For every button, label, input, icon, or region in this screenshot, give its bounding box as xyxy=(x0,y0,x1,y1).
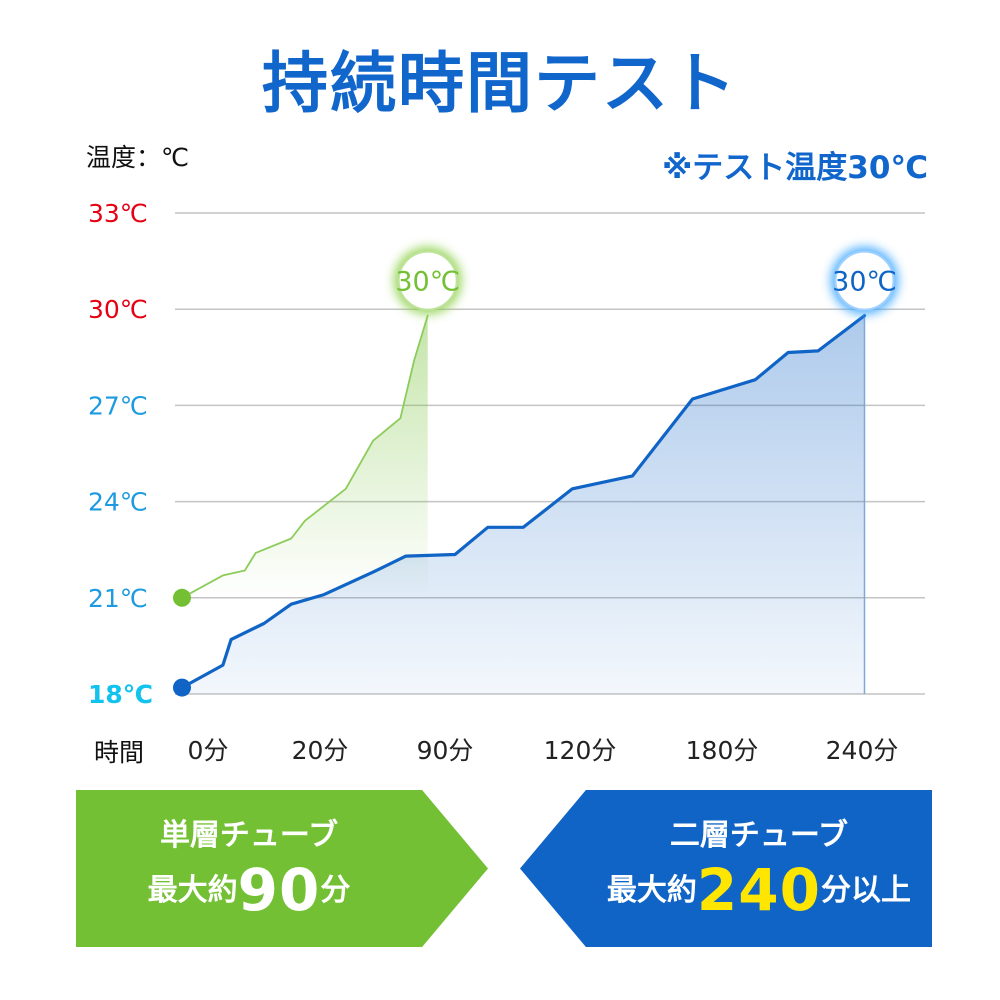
double-tube-name: 二層チューブ xyxy=(669,818,849,853)
single-tube-number: 90 xyxy=(237,856,321,924)
double-tube-suffix: 分以上 xyxy=(820,873,911,908)
double-line xyxy=(180,314,867,690)
double-bubble xyxy=(834,250,895,311)
single-tube-banner: 単層チューブ 最大約90分 xyxy=(76,790,488,947)
duration-chart: 33℃30℃27℃24℃21℃18℃ 0分 20分 90分 120分 180分 240分 … xyxy=(88,199,925,765)
x-tick-label-2: 90分 xyxy=(417,736,474,765)
y-tick-label-21: 21℃ xyxy=(88,584,148,613)
double-area xyxy=(182,315,865,694)
x-tick-label-5: 240分 xyxy=(826,736,899,765)
x-tick-label-4: 180分 xyxy=(686,736,759,765)
y-tick-label-18: 18℃ xyxy=(88,680,153,709)
single-start-marker xyxy=(173,588,191,607)
x-tick-label-1: 20分 xyxy=(292,736,349,765)
page-title: 持続時間テスト xyxy=(262,45,738,122)
test-temperature-note: ※テスト温度30℃ xyxy=(662,150,928,186)
double-tube-banner: 二層チューブ 最大約240分以上 xyxy=(520,790,932,947)
single-tube-duration: 最大約90分 xyxy=(76,856,422,924)
double-start-marker xyxy=(173,678,191,697)
single-end-label: 30℃ xyxy=(395,267,460,298)
single-tube-suffix: 分 xyxy=(320,873,351,908)
y-tick-label-30: 30℃ xyxy=(88,295,148,324)
single-tube-prefix: 最大約 xyxy=(147,873,238,908)
x-tick-label-0: 0分 xyxy=(188,736,229,765)
y-tick-label-24: 24℃ xyxy=(88,488,148,517)
double-tube-number: 240 xyxy=(696,856,821,924)
single-bubble xyxy=(397,250,458,311)
y-tick-label-33: 33℃ xyxy=(88,199,148,228)
double-tube-duration: 最大約240分以上 xyxy=(586,856,932,924)
x-axis-title: 時間 xyxy=(94,738,145,767)
y-tick-label-27: 27℃ xyxy=(88,391,148,420)
y-axis-unit-label: 温度：℃ xyxy=(86,143,190,172)
double-end-label: 30℃ xyxy=(832,267,897,298)
single-tube-name: 単層チューブ xyxy=(159,818,339,853)
x-tick-label-3: 120分 xyxy=(544,736,617,765)
double-tube-prefix: 最大約 xyxy=(606,873,697,908)
single-line xyxy=(181,314,429,599)
